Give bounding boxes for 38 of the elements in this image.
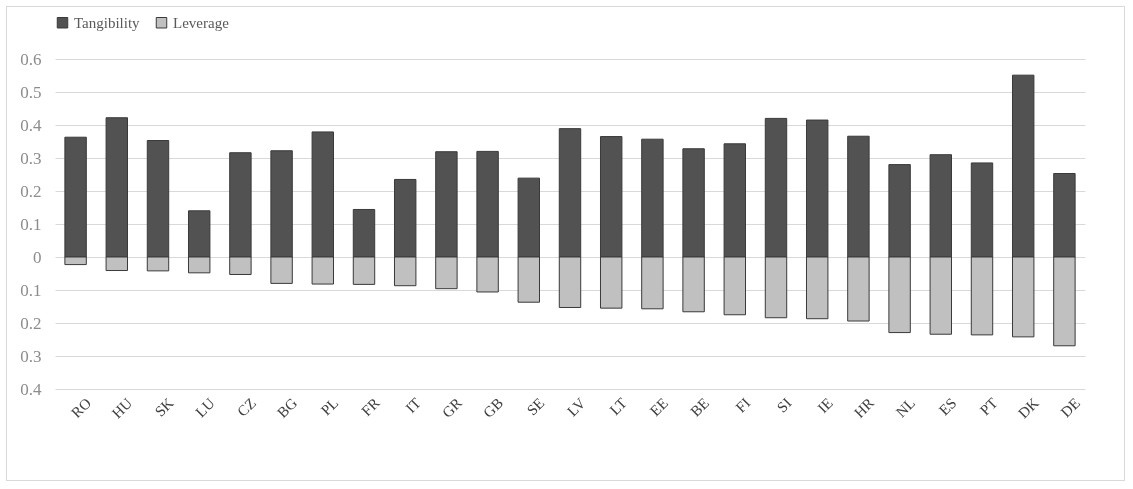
x-tick-label: SE bbox=[523, 394, 548, 419]
y-tick-label: 0.2 bbox=[20, 313, 42, 333]
y-tick-label: 0.5 bbox=[20, 82, 42, 102]
y-tick-label: 0.1 bbox=[20, 280, 42, 300]
x-tick-label: SI bbox=[773, 394, 795, 416]
x-tick-label: CZ bbox=[234, 394, 260, 420]
x-tick-label: LV bbox=[564, 394, 589, 420]
x-tick-label: IE bbox=[814, 394, 836, 417]
x-tick-label: BE bbox=[687, 394, 713, 420]
legend-label: Leverage bbox=[173, 14, 230, 31]
x-tick-label: FI bbox=[732, 394, 754, 416]
x-tick-label: ES bbox=[935, 394, 960, 419]
x-tick-label: DK bbox=[1015, 394, 1042, 422]
x-tick-label: NL bbox=[892, 394, 919, 421]
x-tick-label: IT bbox=[402, 394, 424, 417]
y-tick-label: 0.1 bbox=[20, 214, 42, 234]
y-tick-label: 0.3 bbox=[20, 346, 42, 366]
y-tick-label: 0.3 bbox=[20, 148, 42, 168]
x-tick-label: HU bbox=[108, 394, 136, 422]
x-tick-label: EE bbox=[646, 394, 672, 420]
x-tick-label: FR bbox=[358, 394, 383, 420]
x-tick-label: BG bbox=[274, 394, 301, 421]
y-tick-label: 0 bbox=[33, 247, 42, 267]
x-tick-label: SK bbox=[151, 394, 177, 420]
x-tick-label: PL bbox=[317, 394, 342, 419]
y-tick-label: 0.2 bbox=[20, 181, 42, 201]
x-tick-label: LU bbox=[192, 394, 218, 421]
x-tick-label: LT bbox=[606, 394, 630, 419]
x-tick-label: RO bbox=[68, 394, 95, 421]
x-tick-label: HR bbox=[850, 394, 878, 421]
x-tick-label: GB bbox=[480, 394, 507, 421]
x-tick-label: DE bbox=[1057, 394, 1084, 421]
x-tick-label: GR bbox=[438, 394, 466, 421]
y-tick-label: 0.6 bbox=[20, 49, 42, 69]
x-tick-label: PT bbox=[976, 394, 1001, 419]
legend-label: Tangibility bbox=[74, 14, 141, 31]
y-tick-label: 0.4 bbox=[20, 115, 42, 135]
y-tick-label: 0.4 bbox=[20, 379, 42, 399]
